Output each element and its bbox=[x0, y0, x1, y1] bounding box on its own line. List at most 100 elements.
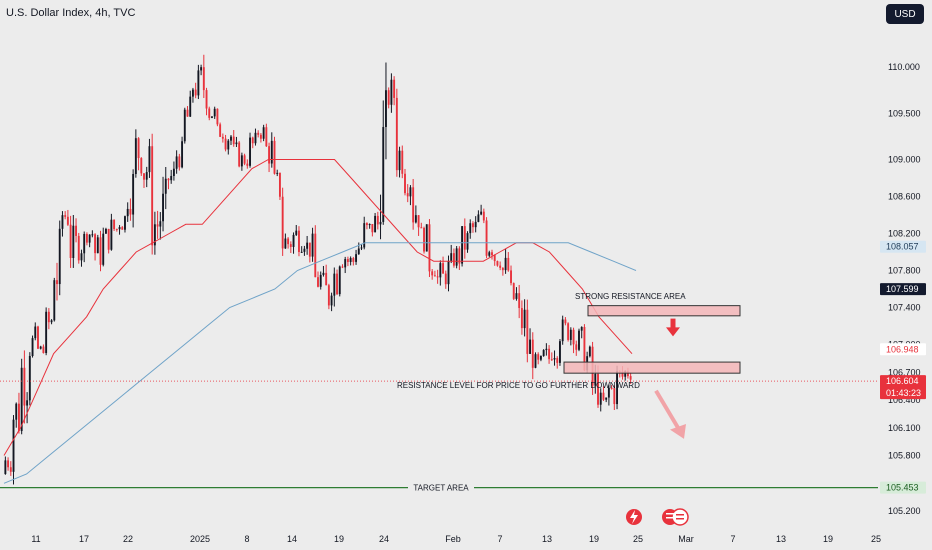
candle-body bbox=[75, 225, 77, 236]
candle-body bbox=[80, 253, 83, 261]
price-label-value: 105.453 bbox=[886, 483, 919, 493]
candle-body bbox=[175, 156, 178, 169]
candle-body bbox=[488, 252, 491, 256]
candle-body bbox=[610, 387, 613, 389]
candle-body bbox=[124, 216, 126, 230]
candle-body bbox=[496, 261, 499, 266]
candle-body bbox=[37, 326, 39, 349]
currency-button[interactable]: USD bbox=[886, 4, 924, 24]
candle-body bbox=[159, 221, 162, 227]
candle-body bbox=[298, 230, 300, 252]
candle-body bbox=[578, 330, 580, 350]
candle-body bbox=[325, 272, 328, 286]
time-tick-label: 2025 bbox=[190, 534, 210, 544]
candle-body bbox=[385, 90, 387, 128]
candle-body bbox=[387, 90, 390, 105]
down-arrow-shaft bbox=[670, 318, 676, 330]
candle-body bbox=[545, 348, 548, 351]
price-tick-label: 108.200 bbox=[888, 229, 921, 239]
price-label-box bbox=[880, 481, 926, 494]
time-tick-label: 13 bbox=[542, 534, 552, 544]
candle-body bbox=[588, 346, 591, 357]
candle-body bbox=[287, 238, 290, 245]
candle-body bbox=[96, 237, 99, 254]
candle-body bbox=[314, 233, 317, 278]
candle-body bbox=[447, 260, 450, 285]
candle-body bbox=[66, 216, 69, 225]
price-tick-label: 110.000 bbox=[888, 62, 920, 72]
price-tick-label: 109.500 bbox=[888, 108, 921, 118]
candle-body bbox=[406, 193, 409, 197]
candle-body bbox=[330, 295, 333, 306]
candle-body bbox=[26, 400, 29, 406]
time-tick-label: 22 bbox=[123, 534, 133, 544]
candle-body bbox=[270, 140, 273, 164]
candle-body bbox=[197, 70, 200, 96]
candle-body bbox=[183, 109, 186, 142]
candle-body bbox=[515, 293, 518, 299]
candle-body bbox=[401, 150, 404, 174]
price-tick-label: 107.400 bbox=[888, 303, 921, 313]
candle-body bbox=[164, 178, 167, 194]
candle-body bbox=[539, 355, 542, 360]
candle-body bbox=[360, 247, 363, 249]
candle-body bbox=[420, 227, 423, 229]
flag-stripe bbox=[666, 513, 674, 515]
candle-body bbox=[607, 387, 610, 398]
candle-body bbox=[194, 89, 197, 96]
candle-body bbox=[153, 224, 156, 246]
candle-body bbox=[365, 223, 368, 226]
candle-body bbox=[216, 108, 219, 125]
candle-body bbox=[303, 248, 306, 252]
candle-body bbox=[569, 329, 572, 340]
candle-body bbox=[156, 224, 159, 227]
price-label-value: 106.604 bbox=[886, 376, 919, 386]
price-axis: 105.200105.800106.100106.400106.700107.0… bbox=[888, 62, 921, 516]
candle-body bbox=[118, 227, 121, 230]
price-label-box bbox=[880, 283, 926, 296]
candle-body bbox=[281, 196, 284, 249]
target-area-label: TARGET AREA bbox=[413, 484, 469, 493]
candle-body bbox=[259, 134, 262, 139]
candle-body bbox=[235, 142, 238, 145]
candle-body bbox=[72, 225, 75, 258]
candle-body bbox=[580, 327, 583, 331]
candle-body bbox=[4, 460, 7, 474]
candle-body bbox=[172, 168, 175, 176]
resistance-level-zone[interactable] bbox=[563, 361, 741, 374]
candle-body bbox=[425, 224, 428, 252]
candle-body bbox=[61, 215, 64, 229]
candle-body bbox=[140, 158, 143, 174]
candle-body bbox=[504, 257, 507, 271]
candle-body bbox=[83, 233, 86, 254]
candle-body bbox=[295, 230, 298, 235]
candle-body bbox=[458, 248, 461, 264]
moving-average-slow-line bbox=[3, 242, 637, 484]
candle-body bbox=[53, 280, 56, 321]
candle-body bbox=[333, 273, 336, 296]
us-flag-event-icon-2[interactable] bbox=[671, 508, 689, 526]
candle-body bbox=[42, 346, 45, 354]
time-tick-label: 8 bbox=[244, 534, 249, 544]
time-tick-label: 11 bbox=[31, 534, 40, 544]
time-tick-label: 14 bbox=[287, 534, 297, 544]
candle-body bbox=[379, 221, 382, 225]
candle-body bbox=[15, 403, 18, 420]
candle-body bbox=[249, 137, 251, 166]
candle-body bbox=[376, 215, 379, 225]
candle-body bbox=[431, 271, 434, 276]
price-label-value: 108.057 bbox=[886, 242, 919, 252]
candle-body bbox=[132, 173, 135, 215]
candle-body bbox=[404, 173, 406, 194]
candle-body bbox=[338, 266, 341, 295]
strong-resistance-zone[interactable] bbox=[587, 305, 741, 317]
candle-body bbox=[491, 252, 493, 256]
candle-body bbox=[357, 248, 360, 255]
candle-body bbox=[69, 224, 72, 258]
price-tick-label: 109.000 bbox=[888, 155, 921, 165]
candle-body bbox=[227, 140, 230, 150]
candle-body bbox=[480, 211, 483, 215]
candle-body bbox=[115, 229, 118, 231]
time-tick-label: 24 bbox=[379, 534, 389, 544]
